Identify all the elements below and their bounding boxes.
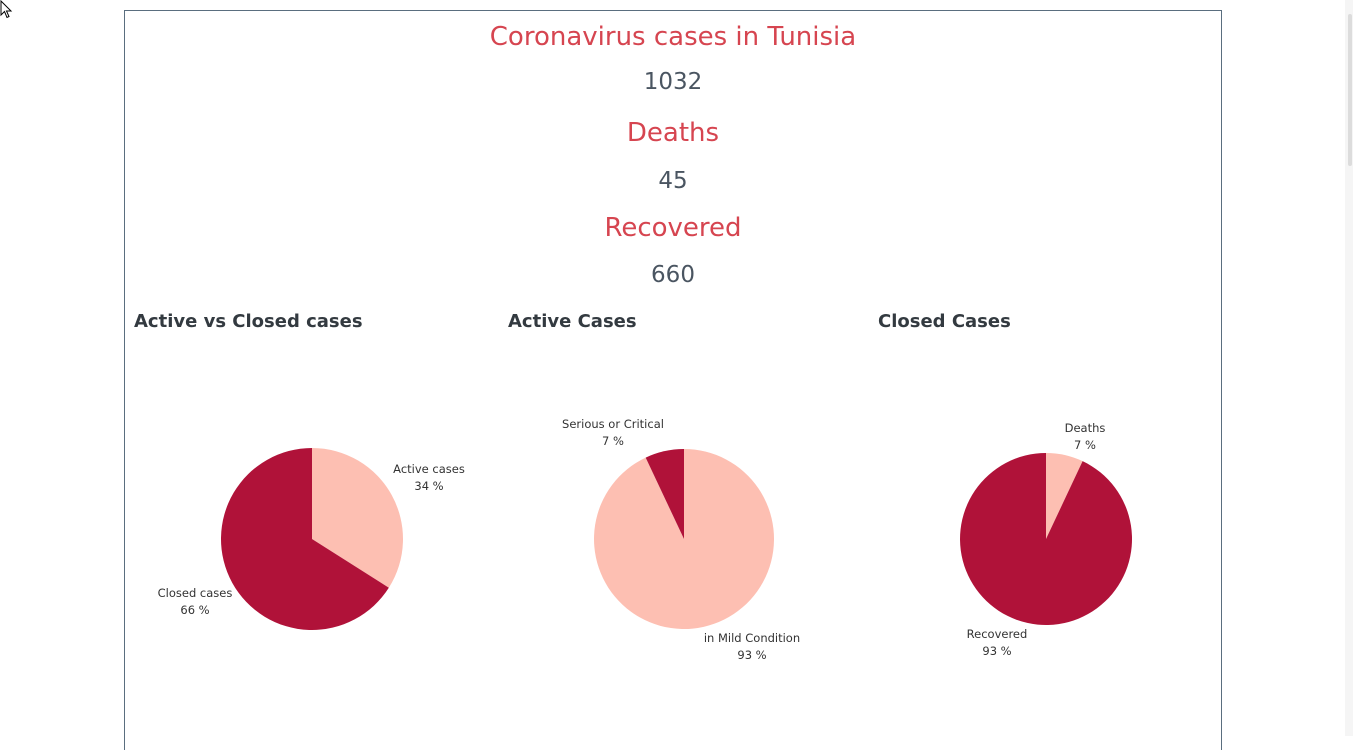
slice-label-closed-cases: Closed cases bbox=[158, 586, 233, 600]
slice-label-deaths: Deaths bbox=[1065, 421, 1106, 435]
slice-percent-active-cases: 34 % bbox=[414, 479, 443, 493]
slice-label-serious-or-critical: Serious or Critical bbox=[562, 417, 664, 431]
slice-label-recovered: Recovered bbox=[967, 627, 1028, 641]
pie-slice-active-cases-in-mild-condition[interactable] bbox=[594, 449, 774, 629]
slice-label-active-cases: Active cases bbox=[393, 462, 465, 476]
slice-percent-deaths: 7 % bbox=[1074, 438, 1096, 452]
slice-percent-recovered: 93 % bbox=[982, 644, 1011, 658]
slice-percent-serious-or-critical: 7 % bbox=[602, 434, 624, 448]
slice-percent-closed-cases: 66 % bbox=[180, 603, 209, 617]
slice-percent-in-mild-condition: 93 % bbox=[737, 648, 766, 662]
slice-label-in-mild-condition: in Mild Condition bbox=[704, 631, 800, 645]
